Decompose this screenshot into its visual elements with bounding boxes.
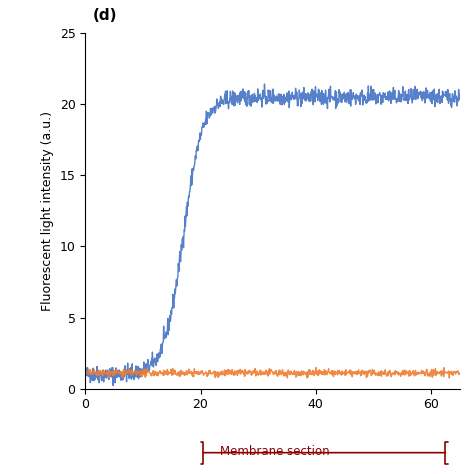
Text: Membrane section: Membrane section — [220, 445, 330, 458]
Text: (d): (d) — [93, 8, 117, 23]
Y-axis label: Fluorescent light intensity (a.u.): Fluorescent light intensity (a.u.) — [41, 111, 54, 311]
